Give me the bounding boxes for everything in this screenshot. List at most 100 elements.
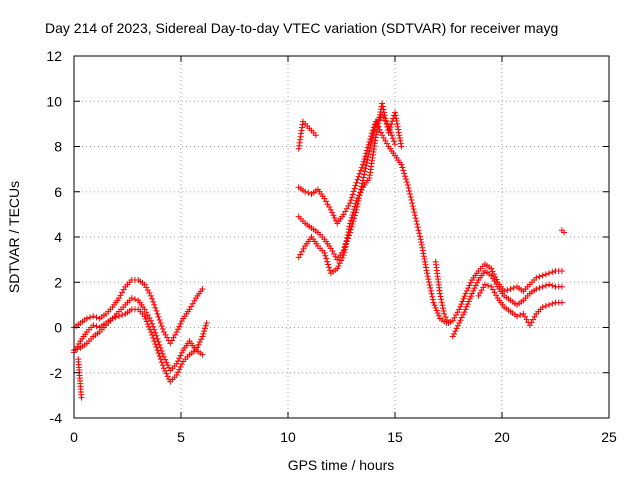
data-point (154, 347, 161, 354)
data-point (542, 303, 549, 310)
series-arc7 (295, 100, 405, 277)
data-point (399, 164, 406, 171)
data-point (396, 135, 403, 142)
data-point (128, 295, 135, 302)
series-arc10 (475, 281, 565, 329)
data-points (71, 100, 568, 401)
data-point (427, 284, 434, 291)
data-point (344, 234, 351, 241)
data-point (419, 247, 426, 254)
data-point (326, 267, 333, 274)
x-tick-label: 10 (280, 429, 296, 445)
data-point (324, 258, 331, 265)
data-point (201, 328, 208, 335)
data-point (339, 254, 346, 261)
data-point (175, 369, 182, 376)
data-point (425, 276, 432, 283)
data-point (364, 156, 371, 163)
data-point (397, 140, 404, 147)
data-point (198, 336, 205, 343)
data-point (156, 341, 163, 348)
x-tick-label: 15 (387, 429, 403, 445)
data-point (466, 295, 473, 302)
data-point (461, 309, 468, 316)
data-point (173, 360, 180, 367)
data-point (460, 295, 467, 302)
data-point (341, 246, 348, 253)
data-point (177, 363, 184, 370)
data-point (457, 317, 464, 324)
data-point (175, 357, 182, 364)
data-point (346, 223, 353, 230)
data-point (145, 323, 152, 330)
data-point (471, 285, 478, 292)
data-point (410, 206, 417, 213)
data-point (417, 236, 424, 243)
data-point (424, 273, 431, 280)
data-point (148, 329, 155, 336)
data-point (363, 162, 370, 169)
data-point (431, 302, 438, 309)
data-point (352, 182, 359, 189)
y-tick-label: -4 (50, 410, 63, 426)
data-point (334, 265, 341, 272)
data-point (539, 272, 546, 279)
data-point (400, 167, 407, 174)
data-point (374, 125, 381, 132)
data-point (350, 188, 357, 195)
data-point (159, 362, 166, 369)
data-point (433, 307, 440, 314)
data-point (160, 365, 167, 372)
data-point (395, 126, 402, 133)
data-point (356, 192, 363, 199)
data-point (158, 322, 165, 329)
data-point (355, 173, 362, 180)
data-point (345, 226, 352, 233)
data-point (436, 290, 443, 297)
data-point (558, 267, 565, 274)
data-point (428, 290, 435, 297)
data-point (203, 319, 210, 326)
data-point (329, 209, 336, 216)
data-point (312, 132, 319, 139)
data-point (420, 250, 427, 257)
data-point (426, 281, 433, 288)
data-point (340, 252, 347, 259)
data-point (430, 299, 437, 306)
data-point (402, 173, 409, 180)
data-point (421, 256, 428, 263)
data-point (199, 351, 206, 358)
data-point (546, 270, 553, 277)
data-point (546, 281, 553, 288)
data-point (158, 359, 165, 366)
data-point (360, 158, 367, 165)
data-point (412, 215, 419, 222)
x-tick-label: 25 (601, 429, 617, 445)
data-point (457, 303, 464, 310)
y-tick-label: 12 (46, 48, 62, 64)
data-point (382, 115, 389, 122)
series-arc8 (432, 258, 565, 326)
data-point (388, 121, 395, 128)
data-point (393, 115, 400, 122)
data-point (432, 304, 439, 311)
data-point (155, 350, 162, 357)
data-point (351, 206, 358, 213)
data-point (411, 209, 418, 216)
data-point (397, 137, 404, 144)
x-tick-label: 5 (177, 429, 185, 445)
data-point (156, 316, 163, 323)
data-point (408, 197, 415, 204)
data-point (456, 319, 463, 326)
data-point (485, 282, 492, 289)
data-point (441, 310, 448, 317)
axes: 0 5 10 15 20 25 -4 -2 0 2 4 6 8 10 12 (46, 48, 617, 445)
data-point (362, 153, 369, 160)
x-tick-label: 20 (494, 429, 510, 445)
data-point (379, 103, 386, 110)
data-point (157, 356, 164, 363)
data-point (488, 265, 495, 272)
data-point (420, 253, 427, 260)
data-point (200, 330, 207, 337)
data-point (418, 241, 425, 248)
